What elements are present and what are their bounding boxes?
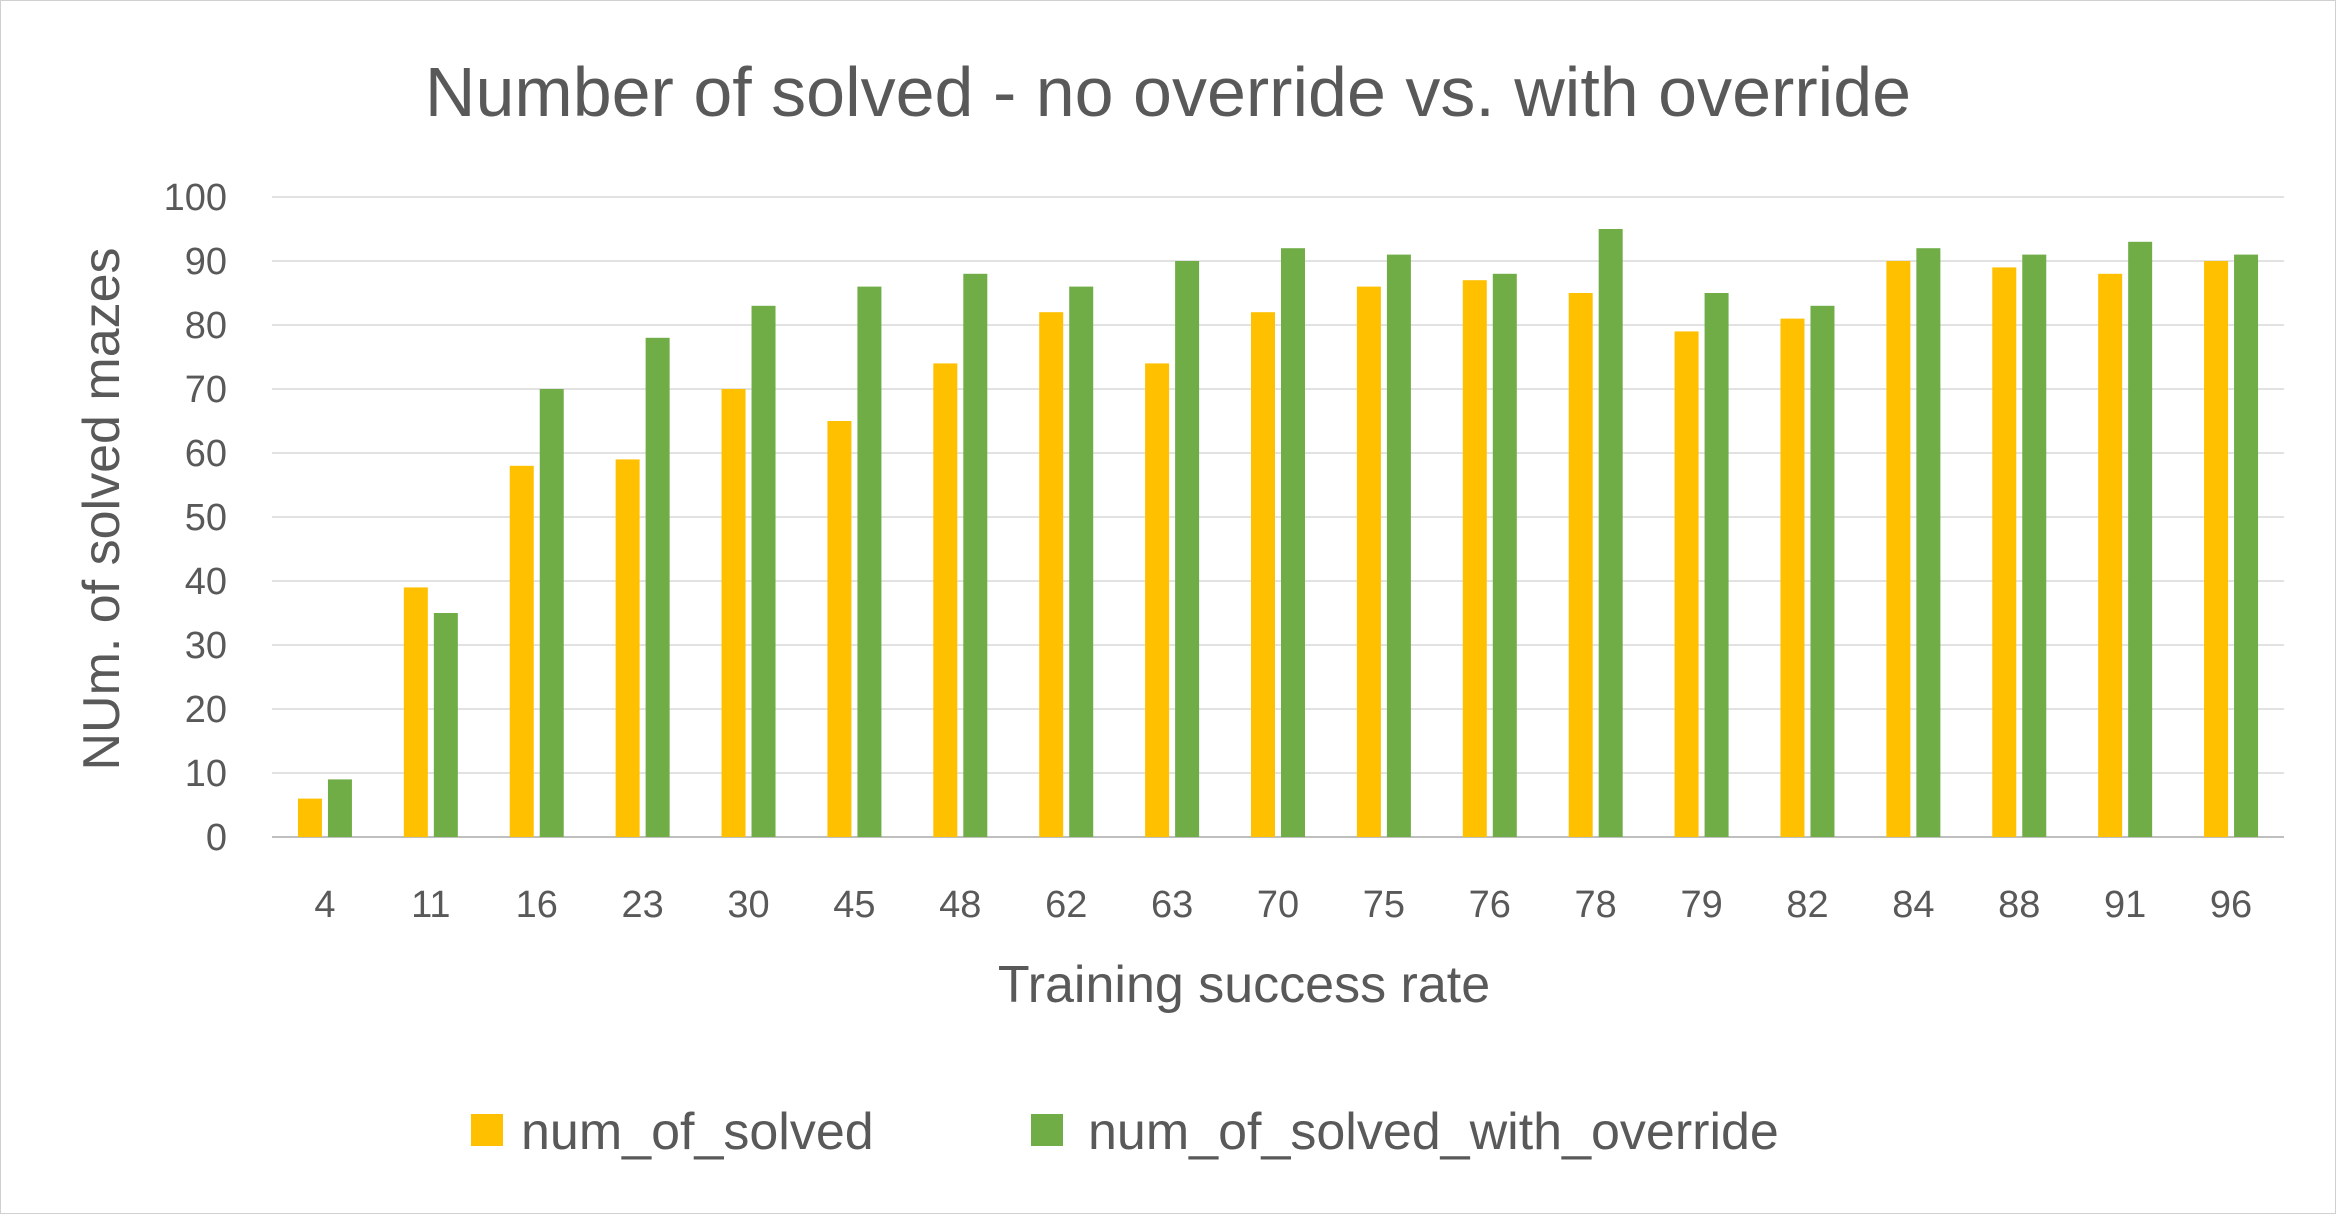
bar-num_of_solved-62: [1039, 312, 1064, 837]
legend-label-num_of_solved: num_of_solved: [521, 1103, 874, 1161]
bar-num_of_solved_with_override-62: [1069, 286, 1094, 838]
y-axis-title: NUm. of solved mazes: [73, 247, 131, 770]
bar-num_of_solved_with_override-23: [645, 337, 670, 837]
y-tick-label: 10: [185, 753, 227, 795]
y-tick-label: 20: [185, 689, 227, 731]
bar-num_of_solved_with_override-78: [1598, 229, 1623, 837]
x-tick-label: 75: [1363, 884, 1405, 926]
bar-num_of_solved_with_override-76: [1492, 273, 1517, 837]
bar-num_of_solved-88: [1992, 267, 2017, 837]
bar-num_of_solved_with_override-45: [857, 286, 882, 838]
y-tick-label: 60: [185, 433, 227, 475]
bar-num_of_solved_with_override-11: [433, 613, 458, 837]
x-tick-label: 70: [1257, 884, 1299, 926]
x-tick-label: 84: [1892, 884, 1934, 926]
legend: num_of_solved num_of_solved_with_override: [471, 1103, 1779, 1161]
x-tick-label: 48: [939, 884, 981, 926]
bar-num_of_solved-79: [1674, 331, 1699, 837]
x-tick-label: 63: [1151, 884, 1193, 926]
bar-num_of_solved-11: [403, 587, 428, 837]
bar-num_of_solved-96: [2204, 261, 2229, 837]
bar-num_of_solved-63: [1145, 363, 1170, 837]
bar-num_of_solved-75: [1356, 286, 1381, 838]
x-tick-label: 79: [1680, 884, 1722, 926]
x-tick-label: 96: [2210, 884, 2252, 926]
x-tick-label: 88: [1998, 884, 2040, 926]
bar-num_of_solved-91: [2098, 273, 2123, 837]
bar-num_of_solved_with_override-96: [2234, 254, 2259, 838]
bar-num_of_solved-70: [1251, 312, 1275, 837]
x-tick-label: 11: [411, 884, 450, 926]
bar-num_of_solved_with_override-82: [1810, 305, 1835, 837]
y-tick-label: 0: [206, 817, 227, 859]
x-tick-label: 4: [314, 884, 335, 926]
bar-num_of_solved-82: [1780, 318, 1805, 838]
bar-num_of_solved-76: [1462, 280, 1487, 837]
x-tick-label: 30: [727, 884, 769, 926]
x-axis-title: Training success rate: [998, 956, 1490, 1014]
bar-num_of_solved-16: [509, 465, 534, 837]
x-axis-ticks: 4 11 16 23 30 45 48 62 63 70 75 76 78 79 82 84 88 91 96: [314, 884, 2252, 926]
x-tick-label: 78: [1575, 884, 1617, 926]
x-tick-label: 16: [516, 884, 558, 926]
y-axis-ticks: 0 10 20 30 40 50 60 70 80 90 100: [164, 177, 227, 859]
y-tick-label: 70: [185, 369, 227, 411]
legend-swatch-num_of_solved_with_override: [1031, 1114, 1063, 1146]
y-tick-label: 30: [185, 625, 227, 667]
gridlines: [272, 196, 2284, 838]
bar-num_of_solved_with_override-75: [1386, 254, 1411, 838]
bar-num_of_solved_with_override-48: [963, 273, 988, 837]
bar-num_of_solved_with_override-63: [1175, 261, 1200, 837]
y-tick-label: 40: [185, 561, 227, 603]
bar-num_of_solved_with_override-88: [2022, 254, 2047, 838]
bar-num_of_solved_with_override-79: [1704, 293, 1729, 837]
bar-num_of_solved-78: [1568, 293, 1593, 837]
x-tick-label: 82: [1786, 884, 1828, 926]
bars: [297, 229, 2259, 838]
bar-num_of_solved-4: [297, 798, 322, 837]
bar-num_of_solved-84: [1886, 261, 1911, 837]
y-tick-label: 50: [185, 497, 227, 539]
bar-num_of_solved-23: [615, 459, 640, 837]
legend-swatch-num_of_solved: [471, 1114, 503, 1146]
y-tick-label: 90: [185, 241, 227, 283]
y-tick-label: 80: [185, 305, 227, 347]
x-tick-label: 45: [833, 884, 875, 926]
legend-label-num_of_solved_with_override: num_of_solved_with_override: [1088, 1103, 1779, 1161]
x-tick-label: 91: [2104, 884, 2146, 926]
chart-title: Number of solved - no override vs. with …: [425, 53, 1911, 131]
bar-num_of_solved-48: [933, 363, 958, 837]
bar-num_of_solved_with_override-16: [539, 389, 564, 837]
bar-num_of_solved_with_override-30: [751, 305, 776, 837]
bar-num_of_solved_with_override-70: [1281, 248, 1305, 837]
bar-num_of_solved-45: [827, 421, 852, 837]
bar-num_of_solved_with_override-4: [327, 779, 352, 837]
x-tick-label: 23: [621, 884, 663, 926]
bar-num_of_solved_with_override-91: [2128, 241, 2153, 838]
bar-num_of_solved_with_override-84: [1916, 248, 1941, 837]
bar-num_of_solved-30: [721, 389, 746, 837]
y-tick-label: 100: [164, 177, 227, 219]
x-tick-label: 76: [1469, 884, 1511, 926]
x-tick-label: 62: [1045, 884, 1087, 926]
